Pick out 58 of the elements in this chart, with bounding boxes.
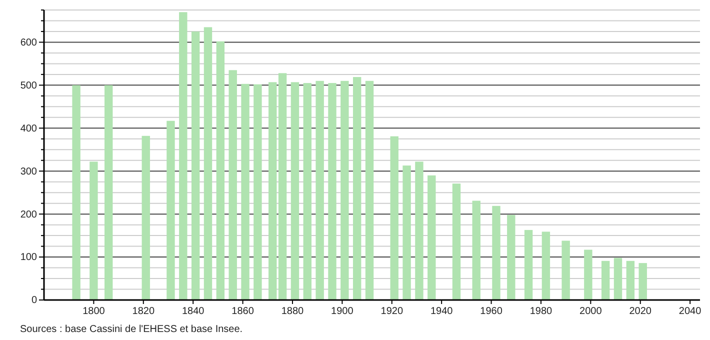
y-tick-label: 300 xyxy=(20,166,38,178)
bar xyxy=(328,83,336,300)
y-tick-label: 0 xyxy=(31,295,38,306)
bar xyxy=(72,85,80,300)
bar xyxy=(452,184,461,300)
x-tick-label: 2020 xyxy=(629,306,652,318)
bar xyxy=(228,70,237,300)
bar xyxy=(352,77,362,300)
bar xyxy=(191,31,200,300)
x-tick-label: 1900 xyxy=(331,306,354,318)
bar xyxy=(303,83,312,300)
x-tick-label: 1940 xyxy=(430,306,454,318)
bar xyxy=(507,214,516,300)
y-tick-label: 200 xyxy=(20,209,38,220)
x-tick-label: 1980 xyxy=(530,306,553,318)
y-tick-label: 600 xyxy=(20,37,38,48)
x-tick-label: 1920 xyxy=(380,306,404,318)
bar xyxy=(142,136,150,300)
bar xyxy=(472,200,480,300)
bar xyxy=(90,162,98,300)
x-tick-label: 2040 xyxy=(678,306,702,318)
bar xyxy=(268,82,277,300)
bar xyxy=(166,120,175,300)
x-tick-label: 1880 xyxy=(281,306,304,318)
source-note: Sources : base Cassini de l'EHESS et base Insee. xyxy=(20,324,243,335)
x-tick-label: 1860 xyxy=(232,306,254,318)
bar xyxy=(428,175,436,300)
bar xyxy=(542,232,550,300)
bar xyxy=(204,27,212,300)
y-tick-label: 100 xyxy=(20,252,38,264)
x-tick-label: 1820 xyxy=(132,306,155,318)
bar xyxy=(626,260,635,300)
bar xyxy=(415,162,424,300)
y-tick-label: 400 xyxy=(20,123,38,134)
x-tick-label: 1840 xyxy=(182,306,205,318)
bar xyxy=(365,80,374,300)
bar xyxy=(316,80,324,300)
x-tick-label: 1960 xyxy=(480,306,503,318)
bar xyxy=(390,136,398,300)
bar xyxy=(524,230,533,300)
bar xyxy=(638,263,647,300)
bar xyxy=(601,260,610,300)
bar xyxy=(340,80,349,300)
bar xyxy=(278,73,287,300)
bar xyxy=(492,206,500,300)
bar xyxy=(241,84,250,300)
bar xyxy=(216,41,225,300)
bar xyxy=(179,12,188,300)
bar xyxy=(614,258,622,300)
y-tick-label: 500 xyxy=(20,80,38,92)
bar xyxy=(254,84,262,300)
bar xyxy=(290,82,300,300)
bar xyxy=(104,85,113,300)
bar xyxy=(584,250,592,300)
x-tick-label: 1800 xyxy=(82,306,106,318)
bar xyxy=(402,166,411,300)
x-tick-label: 2000 xyxy=(580,306,602,318)
bar xyxy=(562,240,570,300)
